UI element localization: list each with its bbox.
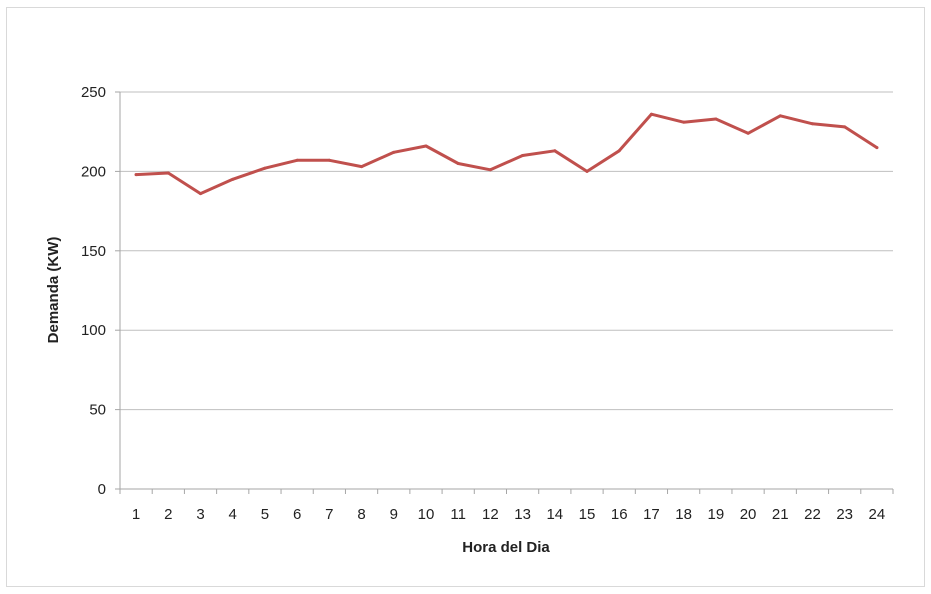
data-point <box>392 150 396 154</box>
x-tick-label: 3 <box>196 506 204 523</box>
data-point <box>295 158 299 162</box>
data-point <box>521 154 525 158</box>
x-tick-label: 14 <box>546 506 563 523</box>
data-point <box>617 149 621 153</box>
x-tick-label: 12 <box>482 506 499 523</box>
data-point <box>488 168 492 172</box>
y-tick-label: 100 <box>81 322 106 339</box>
y-tick-labels: 0 50 100 150 200 250 <box>81 84 120 498</box>
x-tick-label: 15 <box>579 506 596 523</box>
y-tick-label: 250 <box>81 84 106 101</box>
x-tick-label: 10 <box>418 506 435 523</box>
x-tick-label: 4 <box>229 506 237 523</box>
data-point <box>649 112 653 116</box>
x-tick-label: 21 <box>772 506 789 523</box>
x-tick-label: 9 <box>390 506 398 523</box>
data-point <box>875 146 879 150</box>
x-tick-label: 5 <box>261 506 269 523</box>
data-point <box>360 165 364 169</box>
y-axis-title: Demanda (KW) <box>45 237 62 344</box>
data-point <box>682 120 686 124</box>
x-tick-label: 2 <box>164 506 172 523</box>
x-tick-label: 22 <box>804 506 821 523</box>
gridlines <box>120 91 893 411</box>
data-point <box>843 125 847 129</box>
series-group <box>134 112 879 196</box>
data-point <box>166 171 170 175</box>
data-point <box>810 122 814 126</box>
data-point <box>327 158 331 162</box>
x-axis-title: Hora del Dia <box>462 539 550 556</box>
x-tick-labels: 1 2 3 4 5 6 7 8 9 10 11 12 13 14 15 16 17 18 19 20 21 22 23 24 <box>119 489 894 523</box>
data-point <box>553 149 557 153</box>
x-tick-label: 8 <box>357 506 365 523</box>
x-tick-label: 6 <box>293 506 301 523</box>
x-tick-label: 23 <box>836 506 853 523</box>
x-tick-label: 11 <box>450 506 466 523</box>
y-tick-label: 0 <box>98 481 106 498</box>
x-tick-label: 18 <box>675 506 692 523</box>
x-tick-label: 16 <box>611 506 628 523</box>
y-tick-label: 50 <box>89 402 106 419</box>
y-tick-label: 200 <box>81 163 106 180</box>
data-point <box>134 173 138 177</box>
x-tick-label: 20 <box>740 506 757 523</box>
data-point <box>778 114 782 118</box>
data-point <box>199 192 203 196</box>
y-tick-label: 150 <box>81 243 106 260</box>
x-tick-label: 1 <box>132 506 140 523</box>
data-point <box>714 117 718 121</box>
series-line <box>134 112 879 196</box>
data-point <box>424 144 428 148</box>
data-point <box>263 166 267 170</box>
data-point <box>456 161 460 165</box>
x-tick-label: 17 <box>643 506 660 523</box>
chart-frame <box>6 7 925 587</box>
axes <box>119 92 893 490</box>
data-point <box>231 177 235 181</box>
data-point <box>746 131 750 135</box>
data-point <box>585 169 589 173</box>
x-tick-label: 13 <box>514 506 531 523</box>
x-tick-label: 24 <box>869 506 886 523</box>
x-tick-label: 19 <box>708 506 725 523</box>
x-tick-label: 7 <box>325 506 333 523</box>
